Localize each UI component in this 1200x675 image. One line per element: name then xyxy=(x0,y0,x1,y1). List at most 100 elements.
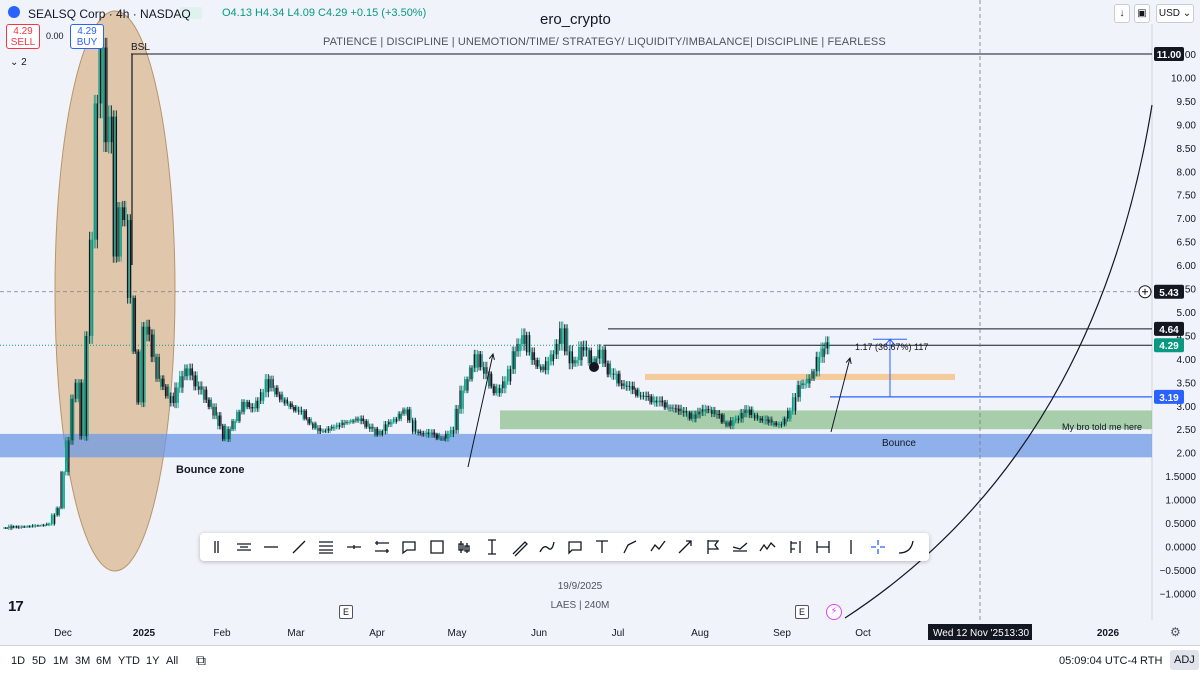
currency-select[interactable]: USD ⌄ xyxy=(1156,4,1194,23)
arrow-sep-head xyxy=(845,356,852,364)
candle-body xyxy=(137,351,140,403)
crosshair-icon[interactable] xyxy=(868,537,888,557)
indicator-toggle[interactable]: ⌄ 2 xyxy=(10,57,27,68)
range-6m[interactable]: 6M xyxy=(96,655,112,667)
horizontal-ray-icon[interactable] xyxy=(344,537,364,557)
long-position-icon[interactable] xyxy=(786,537,806,557)
date-label: 19/9/2025 xyxy=(557,581,603,592)
symbol-title[interactable]: SEALSQ Corp · 4h · NASDAQ xyxy=(28,7,191,21)
brush-icon[interactable] xyxy=(510,537,530,557)
expand-icon[interactable]: ▣ xyxy=(1134,4,1150,23)
range-all[interactable]: All xyxy=(166,655,179,667)
candle-body xyxy=(17,526,19,528)
text-icon[interactable] xyxy=(592,537,612,557)
candle-body xyxy=(541,366,543,371)
candle-body xyxy=(627,385,629,387)
flag-icon[interactable] xyxy=(703,537,723,557)
candle-body xyxy=(326,428,328,431)
candle-body xyxy=(687,412,689,419)
candle-body xyxy=(229,429,232,440)
candle-body xyxy=(384,424,387,431)
candle-body xyxy=(823,348,825,357)
candle-body xyxy=(107,116,110,143)
candle-body xyxy=(611,373,613,375)
horizontal-line-icon[interactable] xyxy=(261,537,281,557)
candle-body xyxy=(210,399,213,407)
candle-body xyxy=(769,419,771,423)
candle-body xyxy=(752,409,754,416)
candle-body xyxy=(543,366,545,371)
candle-body xyxy=(817,356,819,372)
range-1m[interactable]: 1M xyxy=(53,655,69,667)
candle-body xyxy=(761,418,764,421)
range-ytd[interactable]: YTD xyxy=(118,655,140,667)
candle-icon[interactable] xyxy=(454,537,474,557)
candle-body xyxy=(815,356,817,372)
candle-body xyxy=(625,385,627,387)
candle-body xyxy=(206,389,208,400)
range-5d[interactable]: 5D xyxy=(32,655,47,667)
highlighter-icon[interactable] xyxy=(537,537,557,557)
range-1d[interactable]: 1D xyxy=(11,655,26,667)
candle-body xyxy=(522,335,524,344)
callout-icon[interactable] xyxy=(399,537,419,557)
polyline-icon[interactable] xyxy=(648,537,668,557)
session-toggle[interactable]: RTH xyxy=(1140,655,1163,667)
candle-body xyxy=(217,415,219,426)
buy-button[interactable]: 4.29 BUY xyxy=(70,24,104,49)
candle-body xyxy=(755,415,757,419)
earnings-event-icon[interactable]: E xyxy=(795,605,809,619)
candle-body xyxy=(204,389,206,400)
candle-body xyxy=(20,526,23,528)
candle-body xyxy=(666,402,669,408)
candle-body xyxy=(600,349,602,359)
sell-button[interactable]: 4.29 SELL xyxy=(6,24,40,49)
pattern-icon[interactable] xyxy=(758,537,778,557)
lightning-event-icon[interactable]: ⚡ xyxy=(826,604,842,620)
candle-body xyxy=(98,47,100,104)
vertical-line-icon[interactable] xyxy=(841,537,861,557)
candle-body xyxy=(424,433,426,435)
range-1y[interactable]: 1Y xyxy=(146,655,160,667)
candle-body xyxy=(35,525,37,527)
candle-body xyxy=(65,440,67,473)
candle-body xyxy=(106,47,108,143)
candle-body xyxy=(16,526,18,528)
path-icon[interactable] xyxy=(620,537,640,557)
candle-body xyxy=(532,352,534,361)
download-icon[interactable]: ↓ xyxy=(1114,4,1130,23)
candle-body xyxy=(304,410,306,419)
regression-icon[interactable] xyxy=(730,537,750,557)
bro-note-label: My bro told me here xyxy=(1062,422,1142,432)
candle-body xyxy=(568,351,570,364)
curve-icon[interactable] xyxy=(896,537,916,557)
arrow-icon[interactable] xyxy=(675,537,695,557)
candle-body xyxy=(335,425,338,427)
candle-body xyxy=(389,421,391,425)
rectangle-icon[interactable] xyxy=(427,537,447,557)
trend-line-icon[interactable] xyxy=(289,537,309,557)
price-range-icon[interactable] xyxy=(482,537,502,557)
candle-body xyxy=(6,527,8,529)
candle-body xyxy=(370,426,372,429)
crosshair-date-label: Wed 12 Nov '25 xyxy=(933,628,1004,639)
fib-retracement-icon[interactable] xyxy=(316,537,336,557)
range-3m[interactable]: 3M xyxy=(75,655,91,667)
candle-body xyxy=(679,408,681,412)
trend-settings-icon[interactable] xyxy=(234,537,254,557)
candle-body xyxy=(741,413,743,419)
candle-body xyxy=(730,420,732,426)
candle-body xyxy=(190,368,192,376)
candle-body xyxy=(644,395,646,397)
parallel-channel-icon[interactable] xyxy=(372,537,392,557)
date-range-icon[interactable] xyxy=(813,537,833,557)
comment-icon[interactable] xyxy=(565,537,585,557)
settings-gear-icon[interactable]: ⚙ xyxy=(1170,625,1181,639)
date-range-calendar-icon[interactable]: ⧉ xyxy=(196,652,206,668)
candle-body xyxy=(608,363,610,375)
adj-toggle[interactable]: ADJ xyxy=(1170,650,1199,670)
earnings-event-icon[interactable]: E xyxy=(339,605,353,619)
candle-body xyxy=(354,418,357,421)
candle-body xyxy=(619,373,621,384)
candle-body xyxy=(549,354,551,362)
